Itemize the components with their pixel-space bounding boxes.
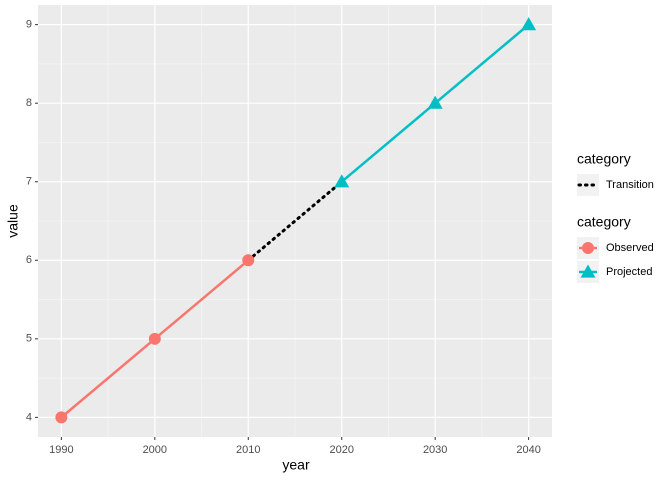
point [521, 17, 537, 31]
point [55, 411, 68, 424]
y-tick-label: 4 [26, 411, 32, 423]
point [582, 242, 594, 254]
legend-label: Observed [606, 242, 654, 254]
x-axis-label: year [282, 457, 310, 473]
point [148, 332, 161, 345]
y-axis-label: value [5, 204, 21, 238]
point [242, 254, 255, 267]
x-tick-label: 2010 [236, 444, 260, 456]
x-tick-label: 2000 [143, 444, 167, 456]
y-tick-label: 9 [26, 19, 32, 31]
x-tick-label: 2040 [516, 444, 540, 456]
legend-label: Transition [606, 179, 654, 191]
legend-label: Projected [606, 266, 652, 278]
point [334, 174, 350, 188]
y-tick-label: 7 [26, 176, 32, 188]
legend-title: category [577, 214, 631, 230]
x-tick-label: 1990 [49, 444, 73, 456]
legend-title: category [577, 151, 631, 167]
series-line [246, 180, 344, 262]
y-tick-label: 6 [26, 254, 32, 266]
x-tick-label: 2020 [329, 444, 353, 456]
y-tick-label: 8 [26, 97, 32, 109]
y-tick-label: 5 [26, 333, 32, 345]
point [427, 95, 443, 109]
point [580, 264, 596, 278]
x-tick-label: 2030 [423, 444, 447, 456]
